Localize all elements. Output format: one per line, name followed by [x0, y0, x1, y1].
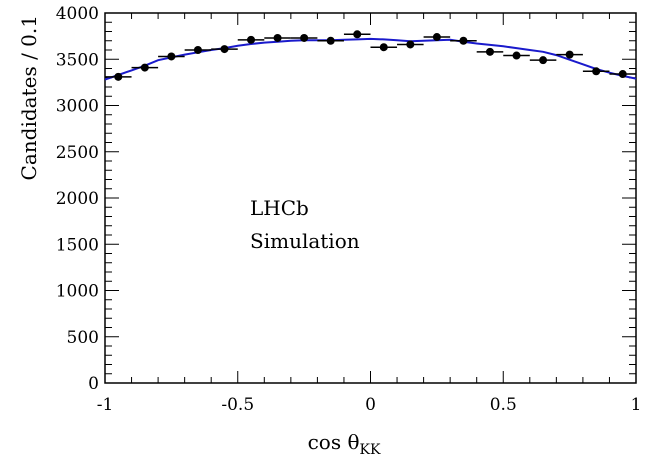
y-tick-label: 1500 [56, 235, 99, 255]
y-tick-label: 4000 [56, 4, 99, 24]
data-point [459, 36, 468, 45]
x-tick-label: 0 [365, 395, 376, 415]
data-point [300, 33, 309, 42]
y-tick-label: 2500 [56, 143, 99, 163]
data-point [167, 52, 176, 61]
plot-frame-group [104, 12, 637, 384]
y-tick-label: 3500 [56, 50, 99, 70]
fit-curve [104, 37, 637, 81]
x-tick-label: 0.5 [490, 395, 517, 415]
x-axis-title: cos θKK [308, 430, 381, 458]
x-tick-label: -0.5 [221, 395, 254, 415]
axis-ticks [104, 12, 637, 384]
data-point [592, 67, 601, 76]
data-point [326, 36, 335, 45]
data-point [485, 47, 494, 56]
data-point [379, 43, 388, 52]
data-point [539, 56, 548, 65]
data-point [140, 63, 149, 72]
y-tick-label: 2000 [56, 189, 99, 209]
y-tick-label: 1000 [56, 282, 99, 302]
y-tick-label: 3000 [56, 97, 99, 117]
data-point [406, 40, 415, 49]
data-point [114, 72, 123, 81]
tick-labels: -1 -0.5 0 0.5 1 0 500 1000 1500 2000 2500 3000 3500 4… [56, 4, 642, 415]
y-axis-title: Candidates / 0.1 [17, 15, 41, 180]
data-point [512, 51, 521, 60]
data-point [273, 33, 282, 42]
plot-frame [104, 12, 637, 384]
series-group [104, 30, 637, 81]
x-tick-label: 1 [631, 395, 642, 415]
data-point [193, 46, 202, 54]
y-tick-label: 0 [88, 374, 99, 394]
data-point [432, 33, 441, 42]
x-axis-title-main: cos θ [308, 430, 360, 454]
annotation-simulation: Simulation [250, 229, 360, 253]
data-point [618, 70, 627, 79]
data-point [565, 50, 574, 59]
y-tick-label: 500 [67, 328, 99, 348]
data-point [353, 30, 362, 39]
x-axis-title-subscript: KK [359, 442, 380, 458]
annotation-lhcb: LHCb [250, 196, 309, 220]
data-point [220, 45, 229, 54]
data-point [247, 35, 256, 44]
x-tick-label: -1 [97, 395, 114, 415]
